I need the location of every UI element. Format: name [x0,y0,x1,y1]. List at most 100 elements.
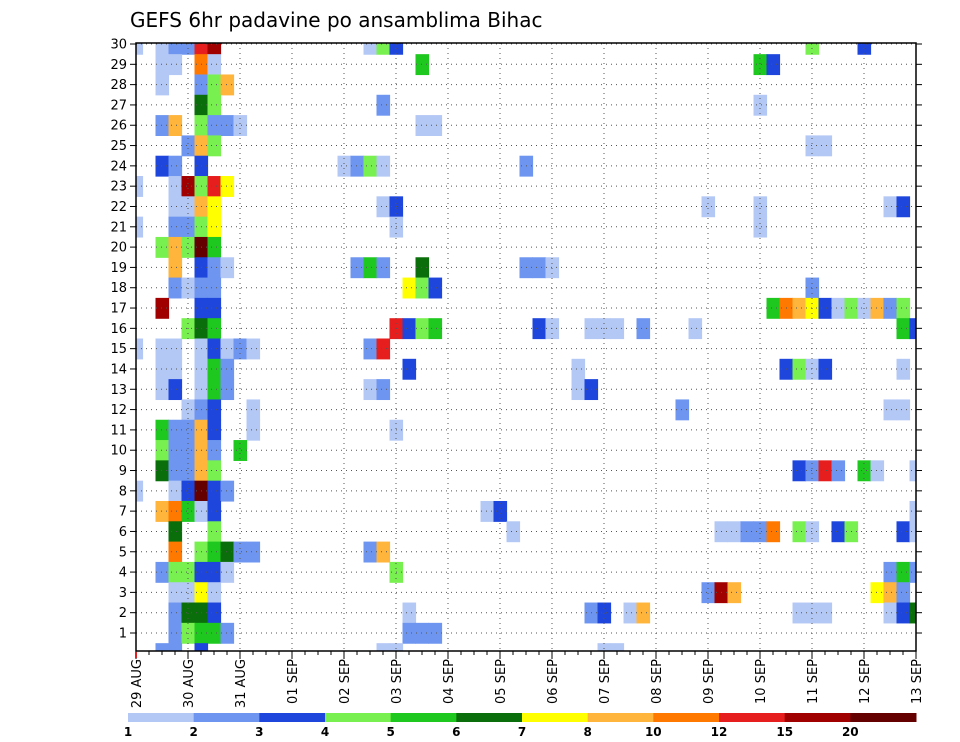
heatmap-cell [688,318,703,340]
y-tick-label: 6 [119,525,127,540]
heatmap-cell [155,155,170,177]
heatmap-cell [207,236,222,258]
heatmap-cell [155,236,170,258]
heatmap-cell [896,399,911,421]
heatmap-cell [896,582,911,604]
heatmap-cell [181,216,196,238]
heatmap-cell [857,43,872,55]
heatmap-cell [818,460,833,482]
heatmap-cell [805,460,820,482]
heatmap-cell [168,480,183,502]
heatmap-cell [136,338,144,360]
heatmap-cell [792,358,807,380]
heatmap-cell [194,643,209,651]
y-tick-label: 27 [110,98,127,113]
heatmap-cell [207,74,222,96]
heatmap-cell [207,500,222,522]
heatmap-cell [363,338,378,360]
heatmap-cell [168,460,183,482]
heatmap-cell [415,115,430,136]
heatmap-cell [428,277,443,299]
heatmap-cell [155,74,170,96]
heatmap-cell [571,358,586,380]
heatmap-cell [168,622,183,644]
legend-swatch [259,713,326,722]
heatmap-cell [597,643,612,651]
heatmap-cell [168,582,183,604]
y-tick-label: 9 [119,464,127,479]
heatmap-cell [220,379,235,401]
x-tick-label: 09 SEP [702,659,717,704]
heatmap-cell [896,561,911,583]
x-tick-label: 02 SEP [338,659,353,704]
heatmap-cell [155,561,170,583]
heatmap-cell [136,176,144,197]
heatmap-cell [246,419,261,441]
heatmap-cell [675,399,690,421]
x-tick-label: 06 SEP [546,659,561,704]
dotted-grid [135,43,917,651]
heatmap-cell [376,541,391,563]
x-tick-label: 29 AUG [130,659,145,708]
heatmap-cell [207,54,222,76]
heatmap-cell [805,43,820,55]
heatmap-cell [181,480,196,502]
heatmap-cell [818,602,833,624]
heatmap-cell [168,419,183,441]
legend-swatch [193,713,260,722]
heatmap-cell [870,460,885,482]
heatmap-cell [636,318,651,340]
y-tick-label: 1 [119,627,127,642]
heatmap-cell [571,379,586,401]
x-tick-label: 31 AUG [234,659,249,708]
heatmap-cell [155,115,170,136]
y-tick-label: 26 [110,119,127,134]
heatmap-cell [181,135,196,157]
heatmap-cell [155,460,170,482]
legend-label: 15 [776,725,793,739]
heatmap-cell [168,115,183,136]
heatmap-cell [896,521,911,543]
heatmap-cell [909,602,916,624]
heatmap-cell [883,399,898,421]
heatmap-cell [805,358,820,380]
y-tick-label: 17 [110,302,127,317]
x-tick-label: 13 SEP [910,659,925,704]
heatmap-cell [701,196,716,218]
heatmap-cell [363,155,378,177]
heatmap-cell [233,440,248,461]
heatmap-cell [883,297,898,319]
heatmap-cell [415,318,430,340]
heatmap-cell [207,196,222,218]
heatmap-cell [506,521,521,543]
heatmap-cell [207,297,222,319]
heatmap-cell [168,43,183,55]
heatmap-cell [402,358,417,380]
x-tick-label: 30 AUG [182,659,197,708]
heatmap-cell [896,196,911,218]
y-axis-ticks: 1234567891011121314151617181920212223242… [110,38,922,642]
heatmap-cell [136,480,144,502]
heatmap-cell [168,500,183,522]
legend-swatch [522,713,589,722]
heatmap-cell [168,216,183,238]
legend-label: 3 [255,725,263,739]
x-tick-label: 04 SEP [442,659,457,704]
heatmap-cell [168,257,183,279]
heatmap-cell [350,257,365,279]
heatmap-cell [428,115,443,136]
heatmap-cell [246,338,261,360]
heatmap-cell [597,602,612,624]
heatmap-cell [207,582,222,604]
heatmap-cell [376,196,391,218]
heatmap-cell [220,358,235,380]
heatmap-cell [818,358,833,380]
heatmap-cell [376,257,391,279]
chart-title: GEFS 6hr padavine po ansamblima Bihac [130,8,542,32]
heatmap-cell [610,318,625,340]
heatmap-cell [870,297,885,319]
y-tick-label: 28 [110,78,127,93]
heatmap-cell [883,196,898,218]
heatmap-cell [181,399,196,421]
heatmap-cell [753,196,768,218]
